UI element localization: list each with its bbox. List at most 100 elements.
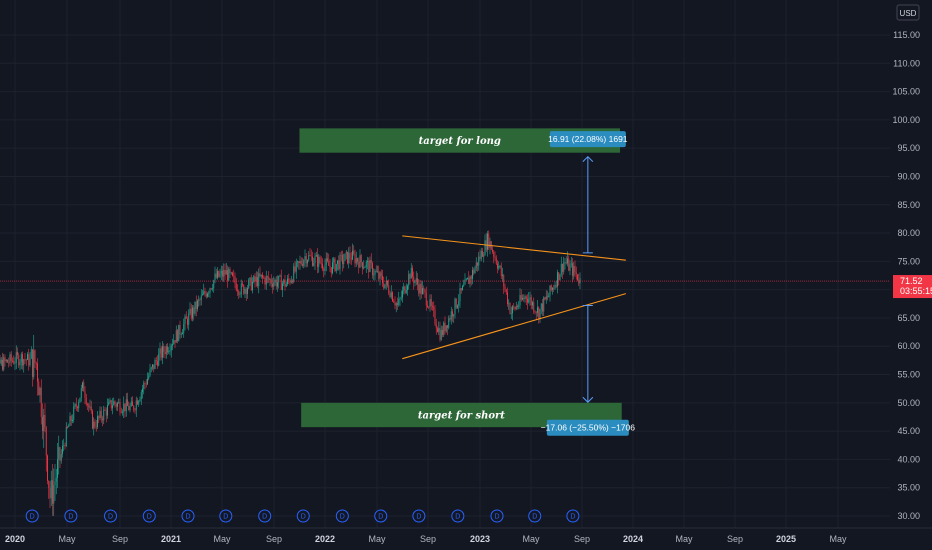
x-tick-label: 2024 — [623, 534, 643, 544]
candle-body — [83, 382, 85, 392]
candle-body — [379, 272, 381, 279]
candle-body — [393, 301, 395, 303]
candle-body — [123, 403, 125, 412]
candle-body — [419, 283, 421, 294]
dividend-marker-label: D — [570, 514, 575, 521]
dividend-marker[interactable] — [296, 509, 310, 523]
measure-label: −17.06 (−25.50%) −1706 — [541, 423, 636, 433]
candle-body — [512, 306, 513, 314]
candle-body — [84, 391, 86, 398]
x-tick-label: 2020 — [5, 534, 25, 544]
candle-body — [505, 289, 507, 293]
candle-body — [152, 364, 153, 368]
candle-body — [170, 345, 172, 351]
candle-body — [108, 402, 110, 406]
price-axis[interactable]: 30.00 35.00 40.00 45.00 50.00 55.00 60.00 65.00… — [892, 30, 920, 521]
candle-body — [413, 276, 415, 283]
price-measures[interactable]: 16.91 (22.08%) 1691 −17.06 (−25.50%) −170… — [541, 131, 636, 436]
candle-body — [545, 296, 547, 300]
candle-body — [417, 278, 418, 285]
candle-body — [324, 264, 326, 271]
dividend-marker[interactable] — [104, 509, 118, 523]
candle-body — [330, 267, 332, 274]
candle-body — [570, 263, 572, 265]
candle-body — [304, 256, 306, 261]
candle-body — [319, 256, 321, 263]
candle-body — [168, 350, 170, 353]
candle-body — [284, 279, 286, 287]
candle-body — [55, 477, 57, 482]
candle-body — [515, 306, 517, 310]
candle-body — [143, 383, 145, 389]
dividend-marker-label: D — [340, 514, 345, 521]
candle-body — [360, 255, 362, 263]
trendline-upper — [402, 235, 626, 261]
x-tick-label: 2025 — [776, 534, 796, 544]
dividend-marker[interactable] — [219, 509, 233, 523]
candle-body — [280, 275, 282, 290]
dividend-marker[interactable] — [258, 509, 272, 523]
candle-body — [158, 353, 160, 366]
currency-button[interactable]: USD — [896, 4, 920, 21]
dividend-marker[interactable] — [528, 509, 542, 523]
candle-body — [389, 293, 391, 298]
candle-body — [244, 288, 246, 294]
candle-body — [322, 263, 323, 269]
dividend-marker[interactable] — [181, 509, 195, 523]
candle-body — [405, 289, 407, 294]
candle-body — [102, 418, 103, 421]
time-axis[interactable]: 2020 May Sep 2021 May Sep 2022 May Sep 2023 May Sep… — [0, 527, 932, 544]
dividend-marker[interactable] — [142, 509, 156, 523]
candle-body — [200, 295, 202, 300]
candle-body — [65, 426, 67, 446]
candle-body — [193, 307, 195, 314]
candle-body — [149, 368, 151, 376]
candle-body — [562, 263, 563, 272]
candle-body — [240, 283, 242, 295]
candle-body — [429, 299, 431, 308]
candle-body — [415, 278, 417, 281]
dividend-marker-label: D — [494, 514, 499, 521]
candle-body — [465, 279, 467, 281]
trendlines[interactable] — [402, 235, 627, 360]
candle-body — [192, 307, 193, 319]
candle-body — [443, 322, 445, 335]
dividend-marker[interactable] — [490, 509, 504, 523]
candle-body — [395, 303, 397, 306]
candle-body — [79, 397, 81, 403]
candle-body — [155, 360, 157, 362]
candle-body — [80, 388, 82, 398]
dividend-marker[interactable] — [335, 509, 349, 523]
dividend-marker[interactable] — [64, 509, 78, 523]
candle-body — [362, 262, 363, 269]
candle-body — [383, 283, 385, 289]
dividend-marker-label: D — [185, 514, 190, 521]
candle-body — [318, 256, 320, 267]
dividend-marker[interactable] — [451, 509, 465, 523]
candle-body — [344, 253, 346, 261]
candle-body — [214, 273, 216, 281]
target-zone-label: target for long — [419, 136, 501, 147]
y-tick-label: 50.00 — [897, 398, 920, 408]
candle-body — [478, 256, 480, 266]
candle-body — [134, 409, 136, 411]
dividend-marker[interactable] — [412, 509, 426, 523]
dividend-marker[interactable] — [374, 509, 388, 523]
candle-body — [109, 400, 111, 403]
dividend-marker[interactable] — [566, 509, 580, 523]
dividend-markers[interactable]: DDDDDDDDDDDDDDDD — [0, 509, 580, 523]
candle-body — [24, 359, 26, 361]
candle-body — [270, 279, 272, 284]
candle-body — [508, 303, 510, 305]
candle-body — [378, 271, 380, 279]
candle-body — [235, 283, 237, 291]
candle-body — [282, 283, 283, 290]
candle-body — [564, 262, 566, 264]
candle-body — [482, 250, 483, 257]
candle-body — [257, 277, 258, 287]
y-tick-label: 35.00 — [897, 483, 920, 493]
candle-body — [374, 270, 376, 275]
candle-body — [94, 421, 96, 427]
dividend-marker[interactable] — [25, 509, 39, 523]
